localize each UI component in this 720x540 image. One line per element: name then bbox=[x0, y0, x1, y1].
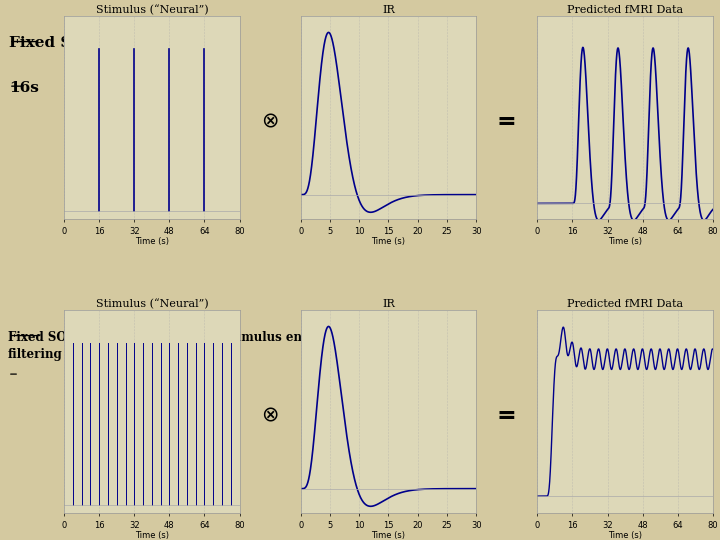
Title: Predicted fMRI Data: Predicted fMRI Data bbox=[567, 5, 683, 16]
Title: IR: IR bbox=[382, 300, 395, 309]
X-axis label: Time (s): Time (s) bbox=[608, 531, 642, 540]
Text: ⊗: ⊗ bbox=[261, 112, 279, 132]
X-axis label: Time (s): Time (s) bbox=[135, 531, 168, 540]
Text: Fixed SOA: Fixed SOA bbox=[9, 37, 96, 50]
Text: =: = bbox=[497, 404, 517, 428]
X-axis label: Time (s): Time (s) bbox=[372, 237, 405, 246]
X-axis label: Time (s): Time (s) bbox=[372, 531, 405, 540]
Text: Fixed SOA 4s: low variance, lose stimulus energy after
filtering: Fixed SOA 4s: low variance, lose stimulu… bbox=[8, 330, 367, 361]
Title: Stimulus (“Neural”): Stimulus (“Neural”) bbox=[96, 299, 208, 309]
Title: Stimulus (“Neural”): Stimulus (“Neural”) bbox=[96, 5, 208, 16]
X-axis label: Time (s): Time (s) bbox=[135, 237, 168, 246]
Text: ⊗: ⊗ bbox=[261, 406, 279, 426]
Title: Predicted fMRI Data: Predicted fMRI Data bbox=[567, 300, 683, 309]
Text: 16s: 16s bbox=[9, 81, 39, 95]
Title: IR: IR bbox=[382, 5, 395, 16]
Text: =: = bbox=[497, 110, 517, 133]
X-axis label: Time (s): Time (s) bbox=[608, 237, 642, 246]
